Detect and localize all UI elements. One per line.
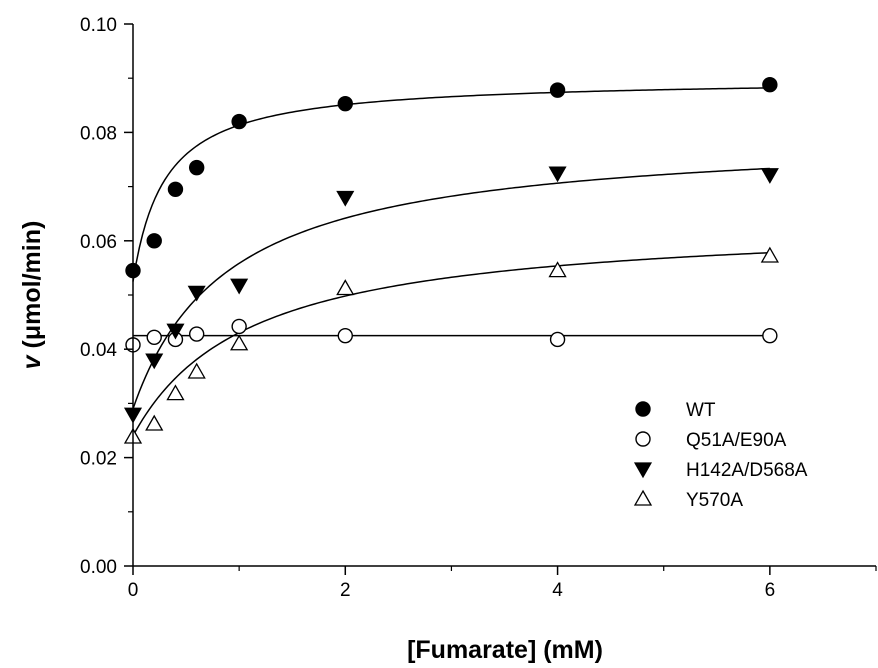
data-point-series-1 xyxy=(762,77,778,93)
x-tick-label: 6 xyxy=(765,580,776,601)
y-axis-symbol: v xyxy=(18,353,46,369)
data-point-series-4 xyxy=(760,246,779,263)
data-point-series-2 xyxy=(762,327,778,344)
data-point-series-1 xyxy=(549,82,566,98)
y-ticks: 0.00 0.02 0.04 0.06 0.08 0.10 xyxy=(80,15,133,578)
legend-label: Q51A/E90A xyxy=(686,430,787,451)
legend-label: Y570A xyxy=(686,490,743,511)
data-point-series-3 xyxy=(548,166,567,183)
data-point-series-3 xyxy=(145,353,164,370)
fit-curve-series-1 xyxy=(132,87,770,282)
y-tick-label: 0.04 xyxy=(80,340,117,361)
data-point-series-4 xyxy=(166,384,185,401)
x-axis-title: [Fumarate] (mM) xyxy=(407,636,603,664)
data-point-series-2 xyxy=(146,329,162,345)
data-point-series-2 xyxy=(188,326,205,342)
data-point-series-4 xyxy=(336,279,355,296)
data-point-series-1 xyxy=(146,233,162,249)
data-points xyxy=(123,77,779,444)
legend-marker-series-1 xyxy=(635,401,651,417)
data-point-series-1 xyxy=(167,181,184,198)
x-tick-label: 2 xyxy=(340,580,351,601)
y-axis-units: (μmol/min) xyxy=(18,221,46,349)
fit-curve-series-4 xyxy=(132,251,770,437)
y-tick-label: 0.02 xyxy=(80,449,117,470)
legend-label: WT xyxy=(686,400,716,421)
y-tick-label: 0.00 xyxy=(80,557,117,578)
x-tick-label: 4 xyxy=(552,580,563,601)
y-tick-label: 0.10 xyxy=(80,15,117,36)
data-point-series-2 xyxy=(549,331,566,348)
fit-curves xyxy=(132,87,770,437)
data-point-series-4 xyxy=(230,334,249,351)
legend-marker-series-2 xyxy=(635,431,651,447)
x-ticks: 0 2 4 6 xyxy=(128,566,877,601)
data-point-series-4 xyxy=(548,261,567,278)
legend-label: H142A/D568A xyxy=(686,460,808,481)
data-point-series-1 xyxy=(337,95,353,112)
data-point-series-4 xyxy=(187,362,206,379)
legend: WT Q51A/E90A H142A/D568A Y570A xyxy=(633,400,808,511)
data-point-series-3 xyxy=(760,168,779,184)
y-tick-label: 0.08 xyxy=(80,123,117,144)
x-tick-label: 0 xyxy=(128,580,139,601)
legend-marker-series-4 xyxy=(633,489,653,506)
data-point-series-3 xyxy=(230,278,249,295)
y-axis-title: v (μmol/min) xyxy=(18,221,46,370)
axes xyxy=(132,24,876,567)
fit-curve-series-3 xyxy=(132,167,770,410)
data-point-series-4 xyxy=(145,414,164,431)
data-point-series-1 xyxy=(231,113,247,130)
legend-marker-series-3 xyxy=(633,462,653,479)
data-point-series-3 xyxy=(166,323,185,340)
data-point-series-3 xyxy=(336,190,355,207)
y-tick-label: 0.06 xyxy=(80,232,117,253)
data-point-series-2 xyxy=(231,318,247,335)
data-point-series-2 xyxy=(337,327,353,344)
data-point-series-1 xyxy=(188,159,205,176)
data-point-series-3 xyxy=(187,285,206,302)
